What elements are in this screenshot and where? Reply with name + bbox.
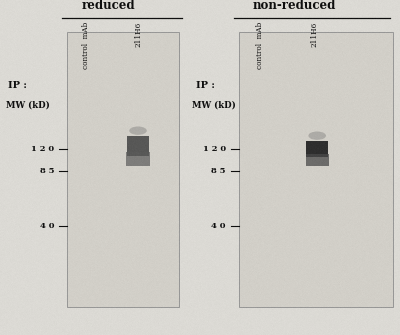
Text: 8 5: 8 5	[212, 167, 226, 175]
Text: IP :: IP :	[8, 81, 27, 90]
Text: MW (kD): MW (kD)	[6, 101, 50, 110]
Bar	[67, 32, 179, 307]
Text: non-reduced: non-reduced	[252, 0, 336, 12]
Ellipse shape	[129, 127, 147, 135]
Text: 4 0: 4 0	[40, 222, 54, 230]
Text: 1 2 0: 1 2 0	[31, 145, 54, 153]
Text: 8 5: 8 5	[40, 167, 54, 175]
Text: reduced: reduced	[81, 0, 135, 12]
Text: 4 0: 4 0	[212, 222, 226, 230]
Text: IP :: IP :	[196, 81, 215, 90]
Text: MW (kD): MW (kD)	[192, 101, 236, 110]
Bar	[239, 32, 393, 307]
Text: 211H6: 211H6	[310, 22, 318, 47]
Text: 211H6: 211H6	[134, 22, 142, 47]
Text: 1 2 0: 1 2 0	[203, 145, 226, 153]
Bar	[306, 141, 328, 157]
Text: control  mAb: control mAb	[256, 22, 264, 69]
Text: control  mAb: control mAb	[82, 22, 90, 69]
Bar	[126, 152, 150, 166]
Ellipse shape	[308, 131, 326, 140]
Bar	[127, 136, 149, 156]
Bar	[306, 154, 329, 166]
